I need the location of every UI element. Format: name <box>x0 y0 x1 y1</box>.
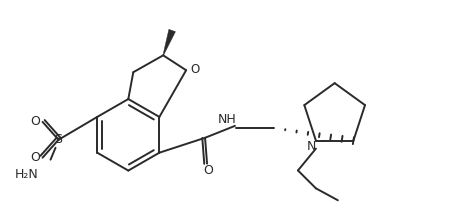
Text: NH: NH <box>217 113 236 126</box>
Text: N: N <box>307 140 317 153</box>
Text: O: O <box>190 63 200 76</box>
Text: S: S <box>54 133 63 146</box>
Text: O: O <box>31 115 40 128</box>
Text: O: O <box>31 151 40 164</box>
Polygon shape <box>163 29 175 55</box>
Text: O: O <box>203 164 213 177</box>
Text: H₂N: H₂N <box>15 168 39 181</box>
